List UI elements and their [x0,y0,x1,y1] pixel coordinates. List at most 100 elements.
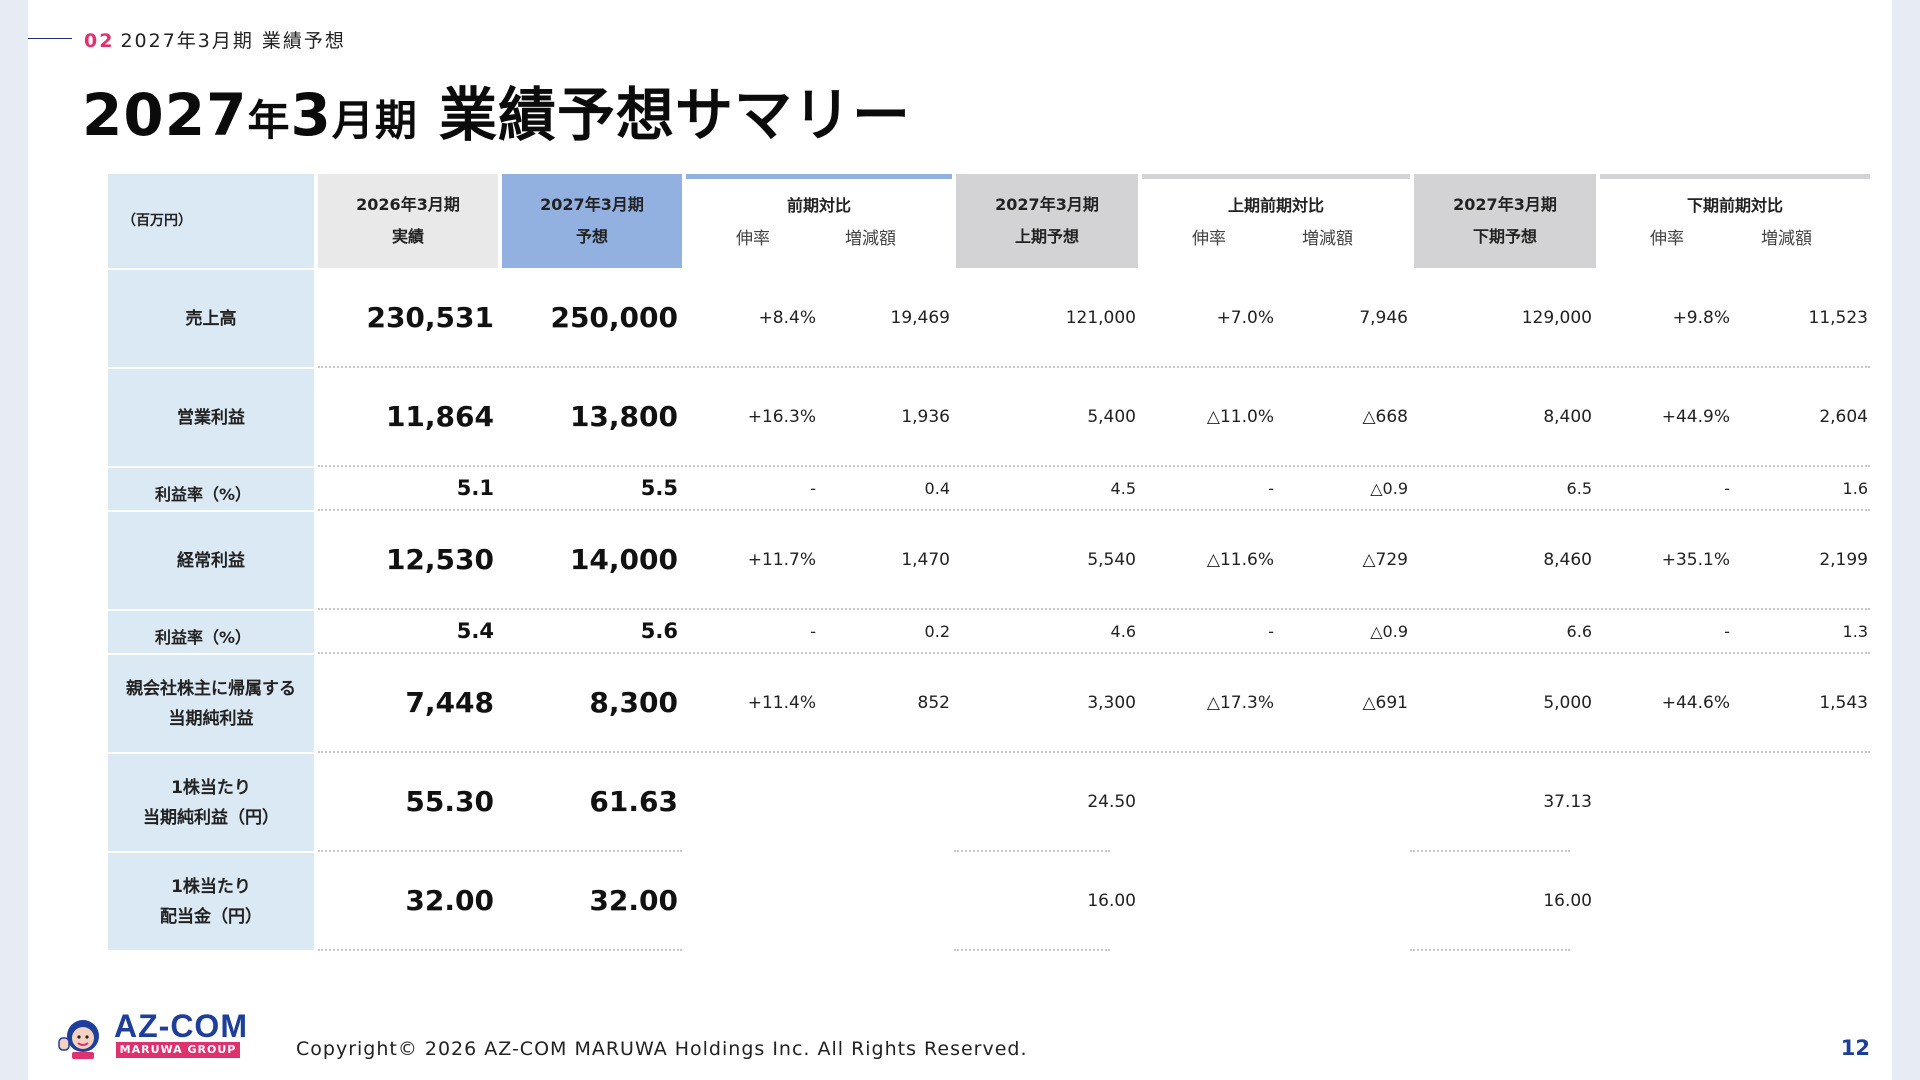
header-h1: 2027年3月期 上期予想 [956,174,1138,268]
cell-operating-margin-col9: - [1724,478,1730,498]
row-label-ordinary-margin: 利益率（%） [108,611,314,653]
cell-ordinary-income-col2: 14,000 [569,543,678,576]
header-yoy-title: 前期対比 [786,196,851,215]
cell-ordinary-income-col3: +11.7% [747,549,816,570]
cell-net-sales-col7: 7,946 [1359,307,1408,328]
row-separator [1410,949,1570,951]
row-label-ordinary-income: 経常利益 [108,512,314,609]
header-actual: 2026年3月期 実績 [318,174,498,268]
section-title: 2027年3月期 業績予想 [120,30,346,52]
cell-eps-col1: 55.30 [405,785,494,818]
cell-operating-margin-col10: 1.6 [1842,478,1868,498]
cell-net-sales-col6: +7.0% [1216,307,1274,328]
header-yoy-growth: 伸率 [736,229,770,249]
cell-net-sales-col10: 11,523 [1808,307,1868,328]
row-separator [318,608,1870,610]
header-yoy-change: 増減額 [845,229,896,249]
cell-operating-income-col4: 1,936 [901,406,950,427]
cell-operating-income-col5: 5,400 [1087,406,1136,427]
unit-label: （百万円） [122,213,192,229]
row-separator [318,751,1870,753]
section-number: 02 [84,30,115,52]
row-separator [318,652,1870,654]
header-forecast: 2027年3月期 予想 [502,174,682,268]
cell-net-income-col10: 1,543 [1819,692,1868,713]
header-h2-line2: 下期予想 [1472,227,1537,246]
title-nen: 年 [247,96,291,145]
cell-net-income-col6: △17.3% [1206,692,1274,713]
header-h1-yoy-title: 上期前期対比 [1227,196,1324,215]
cell-operating-margin-col6: - [1268,478,1274,498]
header-h1-line1: 2027年3月期 [995,195,1099,214]
row-label-dps-line: 1株当たり [171,876,251,897]
header-h2-line1: 2027年3月期 [1453,195,1557,214]
header-h2-yoy-title: 下期前期対比 [1686,196,1783,215]
cell-ordinary-margin-col10: 1.3 [1842,621,1868,641]
cell-ordinary-margin-col2: 5.6 [640,619,678,643]
cell-ordinary-margin-col8: 6.6 [1566,621,1592,641]
header-h1-yoy: 上期前期対比 伸率 増減額 [1142,174,1410,268]
row-label-operating-margin: 利益率（%） [108,468,314,510]
row-label-operating-income-line: 営業利益 [177,407,245,428]
row-label-net-income-line: 当期純利益 [168,708,254,729]
cell-operating-income-col10: 2,604 [1819,406,1868,427]
header-h1-yoy-change: 増減額 [1302,229,1353,249]
copyright: Copyright© 2026 AZ-COM MARUWA Holdings I… [296,1038,1028,1060]
header-h2-yoy-growth: 伸率 [1650,229,1684,249]
cell-ordinary-margin-col3: - [810,621,816,641]
cell-dps-col1: 32.00 [405,884,494,917]
cell-net-sales-col3: +8.4% [758,307,816,328]
mascot-icon [58,1020,99,1059]
row-label-operating-margin-line: 利益率（%） [154,485,252,504]
cell-operating-income-col7: △668 [1362,406,1408,427]
header-forecast-line2: 予想 [575,227,608,246]
header-actual-line2: 実績 [391,227,424,246]
cell-net-income-col8: 5,000 [1543,692,1592,713]
cell-net-sales-col5: 121,000 [1065,307,1136,328]
cell-net-income-col1: 7,448 [405,686,494,719]
unit-header: （百万円） [108,174,314,268]
row-label-eps-line: 1株当たり [171,777,251,798]
cell-operating-margin-col4: 0.4 [924,478,950,498]
row-label-eps: 1株当たり 当期純利益（円） [108,754,314,851]
page-number: 12 [1840,1036,1870,1060]
cell-operating-income-col9: +44.9% [1661,406,1730,427]
logo-subtitle: MARUWA GROUP [116,1042,240,1058]
header-yoy: 前期対比 伸率 増減額 [686,174,952,268]
cell-net-sales-col2: 250,000 [550,301,678,334]
cell-net-income-col4: 852 [917,692,950,713]
row-separator [1410,850,1570,852]
header-h2-yoy-bar [1600,174,1870,179]
cell-ordinary-income-col5: 5,540 [1087,549,1136,570]
cell-ordinary-income-col6: △11.6% [1206,549,1274,570]
cell-ordinary-income-col7: △729 [1362,549,1408,570]
cell-operating-income-col6: △11.0% [1206,406,1274,427]
cell-net-sales-col9: +9.8% [1672,307,1730,328]
row-separator [318,509,1870,511]
cell-ordinary-income-col4: 1,470 [901,549,950,570]
cell-net-income-col5: 3,300 [1087,692,1136,713]
cell-dps-col2: 32.00 [589,884,678,917]
cell-operating-margin-col1: 5.1 [456,476,494,500]
header-yoy-bar [686,174,952,179]
cell-ordinary-margin-col6: - [1268,621,1274,641]
row-label-operating-income: 営業利益 [108,369,314,466]
cell-eps-col8: 37.13 [1543,791,1592,812]
row-separator [318,850,682,852]
cell-ordinary-margin-col9: - [1724,621,1730,641]
cell-ordinary-margin-col4: 0.2 [924,621,950,641]
header-h1-line2: 上期予想 [1014,227,1079,246]
cell-operating-margin-col2: 5.5 [640,476,678,500]
cell-ordinary-income-col10: 2,199 [1819,549,1868,570]
row-label-net-income: 親会社株主に帰属する 当期純利益 [108,655,314,752]
title-year: 2027 [82,81,248,149]
cell-operating-margin-col7: △0.9 [1370,478,1408,498]
header-h2: 2027年3月期 下期予想 [1414,174,1596,268]
cell-ordinary-income-col1: 12,530 [385,543,494,576]
cell-net-sales-col8: 129,000 [1521,307,1592,328]
title-month: 3 [290,81,332,149]
header-forecast-line1: 2027年3月期 [540,195,644,214]
cell-operating-income-col3: +16.3% [747,406,816,427]
cell-operating-margin-col8: 6.5 [1566,478,1592,498]
row-label-dps: 1株当たり 配当金（円） [108,853,314,950]
